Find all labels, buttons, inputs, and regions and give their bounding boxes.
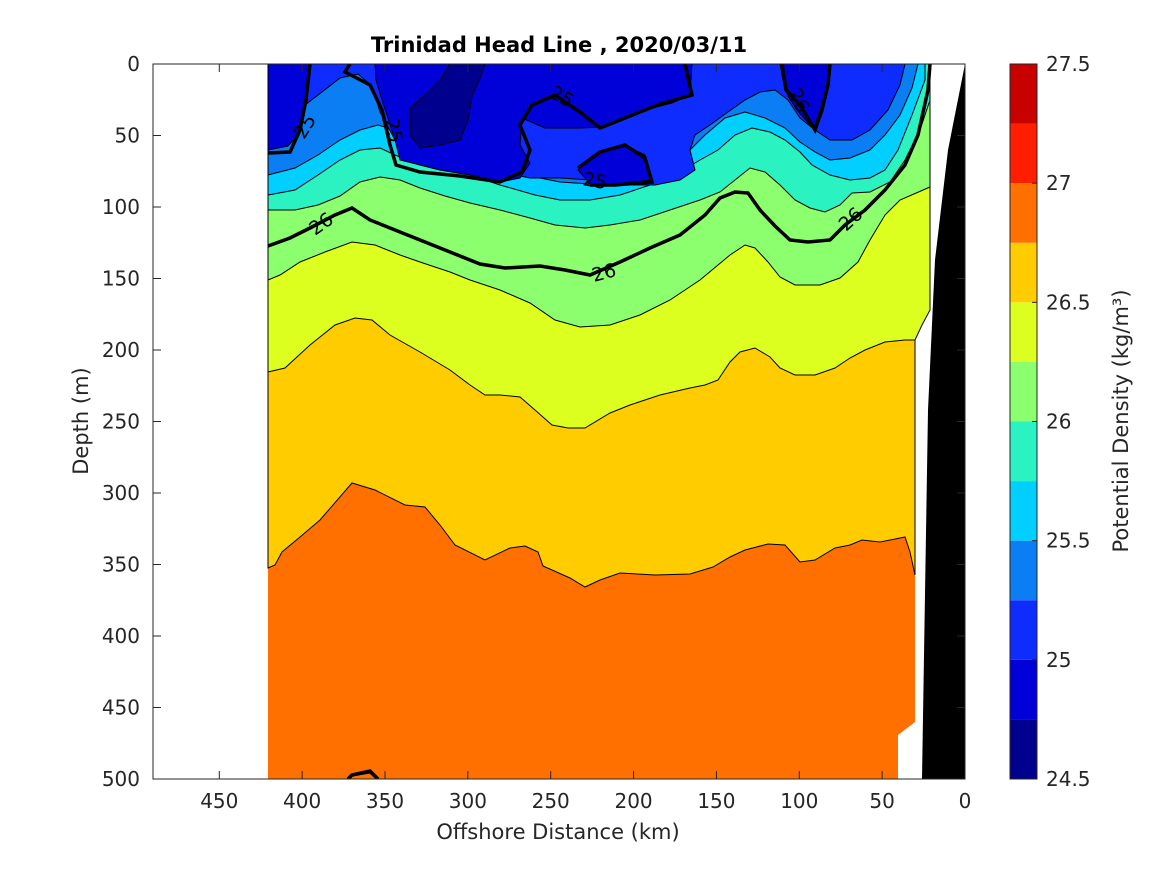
contour-label-2: 25 <box>380 116 407 144</box>
y-tick-label: 0 <box>127 52 140 76</box>
colorbar-swatch <box>1010 123 1037 184</box>
x-tick-label: 450 <box>200 789 238 813</box>
x-axis-label: Offshore Distance (km) <box>436 820 679 844</box>
contour-line-25-left <box>267 64 312 155</box>
y-tick-label: 50 <box>115 124 140 148</box>
seafloor-land <box>922 64 965 779</box>
x-tick-label: 400 <box>283 789 321 813</box>
colorbar-swatch <box>1010 361 1037 422</box>
colorbar: 24.5 25 25.5 26 26.5 27 27.5 <box>1009 52 1091 791</box>
y-tick-label: 450 <box>102 696 140 720</box>
x-tick-label: 100 <box>780 789 818 813</box>
colorbar-swatch <box>1010 481 1037 541</box>
y-axis: 0 50 100 150 200 250 300 350 400 450 500 <box>102 52 965 791</box>
x-tick-label: 300 <box>449 789 487 813</box>
colorbar-label: Potential Density (kg/m³) <box>1109 289 1133 552</box>
y-tick-label: 150 <box>102 267 140 291</box>
colorbar-tick-label: 25.5 <box>1046 529 1091 553</box>
x-tick-label: 150 <box>697 789 735 813</box>
colorbar-tick-label: 27 <box>1046 171 1071 195</box>
contour-line-25-center <box>576 143 655 187</box>
colorbar-swatch <box>1010 659 1037 720</box>
colorbar-tick-label: 27.5 <box>1046 52 1091 76</box>
colorbar-swatch <box>1010 540 1037 601</box>
colorbar-swatch <box>1010 64 1037 124</box>
y-tick-label: 100 <box>102 195 140 219</box>
x-axis: 450 400 350 300 250 200 150 100 50 0 <box>200 64 971 813</box>
colorbar-tick-label: 26 <box>1046 410 1071 434</box>
y-axis-label: Depth (m) <box>69 367 93 474</box>
colorbar-swatch <box>1010 421 1037 482</box>
colorbar-tick-label: 26.5 <box>1046 290 1091 314</box>
colorbar-tick-label: 24.5 <box>1046 767 1091 791</box>
colorbar-swatch <box>1010 719 1037 779</box>
contour-fill-layers <box>267 64 965 779</box>
colorbar-swatch <box>1010 242 1037 303</box>
colorbar-swatch <box>1010 600 1037 660</box>
x-tick-label: 350 <box>366 789 404 813</box>
x-tick-label: 50 <box>869 789 894 813</box>
y-tick-label: 500 <box>102 767 140 791</box>
chart-title: Trinidad Head Line , 2020/03/11 <box>371 33 747 57</box>
contour-line-26 <box>267 64 932 277</box>
y-tick-label: 400 <box>102 624 140 648</box>
y-tick-label: 300 <box>102 481 140 505</box>
contour-label-4: 25 <box>581 168 609 194</box>
colorbar-swatch <box>1010 302 1037 362</box>
contour-line-25-mid <box>342 64 695 184</box>
y-tick-label: 200 <box>102 338 140 362</box>
x-tick-label: 250 <box>532 789 570 813</box>
colorbar-tick-label: 25 <box>1046 648 1071 672</box>
y-tick-label: 350 <box>102 553 140 577</box>
y-tick-label: 250 <box>102 410 140 434</box>
density-band-24-5 <box>409 64 486 149</box>
colorbar-swatch <box>1010 183 1037 243</box>
contour-line-27 <box>346 769 380 779</box>
contour-line-25-right <box>780 64 832 135</box>
x-tick-label: 0 <box>959 789 972 813</box>
x-tick-label: 200 <box>614 789 652 813</box>
